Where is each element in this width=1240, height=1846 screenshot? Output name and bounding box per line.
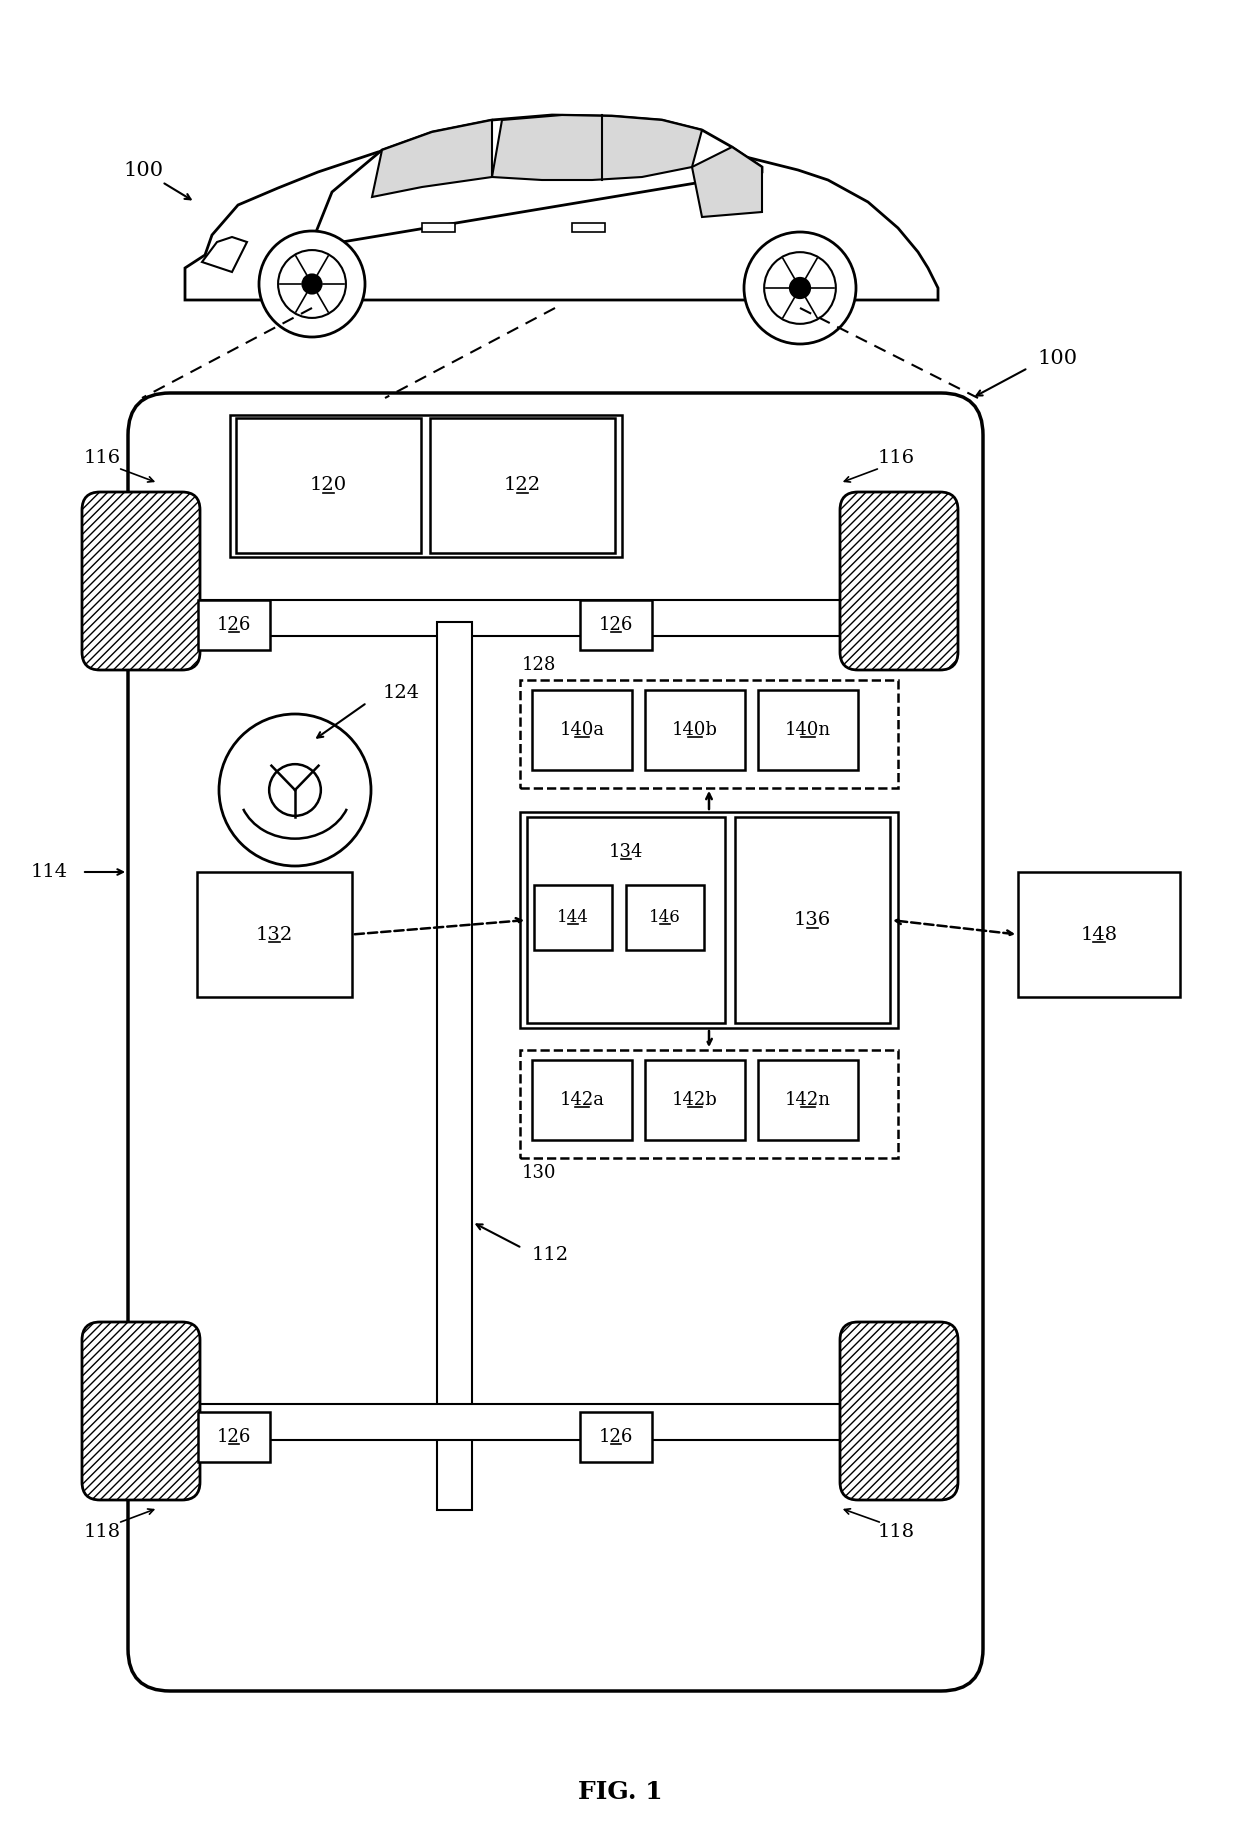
Text: 116: 116 [878, 449, 915, 467]
Bar [436, 622, 472, 1510]
FancyBboxPatch shape [839, 493, 959, 670]
Text: 140n: 140n [785, 722, 831, 738]
Bar [520, 1050, 898, 1157]
Text: 124: 124 [383, 683, 420, 701]
Text: 114: 114 [31, 862, 68, 881]
Text: 100: 100 [123, 161, 164, 179]
FancyBboxPatch shape [82, 493, 200, 670]
Text: 142n: 142n [785, 1091, 831, 1109]
Bar [527, 818, 725, 1023]
Bar [1018, 871, 1180, 997]
FancyBboxPatch shape [839, 1322, 959, 1501]
Circle shape [764, 253, 836, 323]
Text: 134: 134 [609, 844, 644, 860]
FancyBboxPatch shape [128, 393, 983, 1691]
Bar [532, 1060, 632, 1141]
Circle shape [278, 249, 346, 318]
Bar [758, 690, 858, 770]
Bar [162, 1405, 839, 1440]
Bar [626, 884, 704, 951]
Bar [197, 871, 352, 997]
Text: 100: 100 [1038, 349, 1078, 367]
Text: FIG. 1: FIG. 1 [578, 1780, 662, 1804]
Circle shape [219, 714, 371, 866]
Polygon shape [202, 236, 247, 271]
Polygon shape [692, 148, 763, 218]
Polygon shape [312, 114, 763, 247]
Bar [572, 223, 605, 233]
Bar [532, 690, 632, 770]
Text: 148: 148 [1080, 925, 1117, 943]
Text: 140a: 140a [559, 722, 605, 738]
Circle shape [269, 764, 321, 816]
Bar [580, 600, 652, 650]
Text: 126: 126 [217, 617, 252, 633]
Text: 128: 128 [522, 655, 557, 674]
Circle shape [259, 231, 365, 338]
Polygon shape [492, 114, 702, 181]
Circle shape [790, 279, 810, 297]
Text: 116: 116 [83, 449, 120, 467]
Text: 142b: 142b [672, 1091, 718, 1109]
Polygon shape [185, 129, 937, 301]
Text: 112: 112 [532, 1246, 569, 1265]
Bar [534, 884, 613, 951]
Bar [229, 415, 622, 557]
Text: 130: 130 [522, 1165, 557, 1181]
Text: 118: 118 [83, 1523, 120, 1541]
Text: 126: 126 [599, 1429, 634, 1445]
Bar [162, 600, 839, 637]
Bar [520, 679, 898, 788]
Text: 126: 126 [599, 617, 634, 633]
Bar [422, 223, 455, 233]
Polygon shape [372, 120, 492, 198]
Bar [645, 690, 745, 770]
FancyBboxPatch shape [82, 1322, 200, 1501]
Bar [645, 1060, 745, 1141]
Text: 136: 136 [794, 910, 831, 929]
Text: 140b: 140b [672, 722, 718, 738]
Bar [236, 417, 422, 554]
Text: 120: 120 [310, 476, 347, 495]
Text: 144: 144 [557, 908, 589, 927]
Bar [198, 1412, 270, 1462]
Bar [520, 812, 898, 1028]
Circle shape [303, 275, 321, 294]
Bar [198, 600, 270, 650]
Text: 146: 146 [649, 908, 681, 927]
Bar [430, 417, 615, 554]
Text: 126: 126 [217, 1429, 252, 1445]
Text: 118: 118 [878, 1523, 915, 1541]
Bar [580, 1412, 652, 1462]
Bar [758, 1060, 858, 1141]
Circle shape [744, 233, 856, 343]
Text: 122: 122 [503, 476, 541, 495]
Text: 142a: 142a [559, 1091, 605, 1109]
Text: 132: 132 [255, 925, 293, 943]
Bar [735, 818, 890, 1023]
